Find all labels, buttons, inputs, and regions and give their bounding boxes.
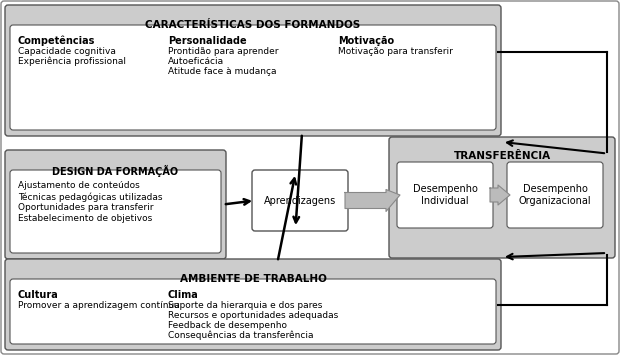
Text: AMBIENTE DE TRABALHO: AMBIENTE DE TRABALHO (180, 274, 327, 284)
Text: DESIGN DA FORMAÇÃO: DESIGN DA FORMAÇÃO (53, 165, 179, 177)
Text: Suporte da hierarquia e dos pares: Suporte da hierarquia e dos pares (168, 301, 322, 310)
FancyBboxPatch shape (397, 162, 493, 228)
Text: Ajustamento de conteúdos: Ajustamento de conteúdos (18, 181, 140, 190)
Text: Personalidade: Personalidade (168, 36, 247, 46)
Text: Feedback de desempenho: Feedback de desempenho (168, 321, 287, 330)
Text: TRANSFERÊNCIA: TRANSFERÊNCIA (453, 151, 551, 161)
Text: Autoeficácia: Autoeficácia (168, 57, 224, 66)
FancyBboxPatch shape (10, 25, 496, 130)
Text: Clima: Clima (168, 290, 199, 300)
Text: Motivação para transferir: Motivação para transferir (338, 47, 453, 56)
Polygon shape (345, 190, 400, 212)
Text: Experiência profissional: Experiência profissional (18, 57, 126, 66)
Text: Promover a aprendizagem contínua: Promover a aprendizagem contínua (18, 301, 180, 310)
Text: CARACTERÍSTICAS DOS FORMANDOS: CARACTERÍSTICAS DOS FORMANDOS (145, 20, 361, 30)
Text: Prontidão para aprender: Prontidão para aprender (168, 47, 278, 56)
FancyBboxPatch shape (5, 259, 501, 350)
Text: Aprendizagens: Aprendizagens (264, 196, 336, 206)
Text: Recursos e oportunidades adequadas: Recursos e oportunidades adequadas (168, 311, 339, 320)
Polygon shape (490, 185, 510, 205)
FancyBboxPatch shape (252, 170, 348, 231)
Text: Cultura: Cultura (18, 290, 59, 300)
Text: Consequências da transferência: Consequências da transferência (168, 331, 314, 340)
FancyBboxPatch shape (507, 162, 603, 228)
Text: Desempenho
Individual: Desempenho Individual (412, 184, 477, 206)
FancyBboxPatch shape (389, 137, 615, 258)
Text: Desempenho
Organizacional: Desempenho Organizacional (519, 184, 591, 206)
Text: Motivação: Motivação (338, 36, 394, 46)
FancyBboxPatch shape (5, 5, 501, 136)
FancyBboxPatch shape (5, 150, 226, 259)
Text: Técnicas pedagógicas utilizadas: Técnicas pedagógicas utilizadas (18, 192, 162, 202)
Text: Capacidade cognitiva: Capacidade cognitiva (18, 47, 116, 56)
Text: Competências: Competências (18, 36, 95, 47)
Text: Estabelecimento de objetivos: Estabelecimento de objetivos (18, 214, 153, 223)
FancyBboxPatch shape (10, 170, 221, 253)
FancyBboxPatch shape (10, 279, 496, 344)
Text: Atitude face à mudança: Atitude face à mudança (168, 67, 277, 76)
Text: Oportunidades para transferir: Oportunidades para transferir (18, 203, 154, 212)
